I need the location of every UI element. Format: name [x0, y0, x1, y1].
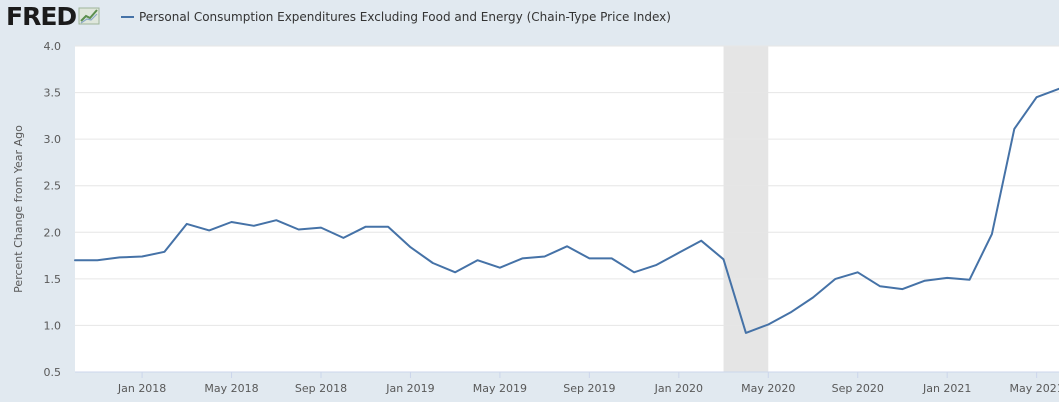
y-tick-label: 4.0 [44, 40, 62, 53]
x-tick-label: Sep 2018 [295, 382, 347, 395]
chart-header: FRED Personal Consumption Expenditures E… [0, 0, 1059, 34]
x-tick-label: Sep 2019 [563, 382, 615, 395]
line-chart-icon [78, 7, 100, 25]
y-tick-label: 3.5 [44, 87, 62, 100]
y-tick-label: 3.0 [44, 133, 62, 146]
x-tick-label: Jan 2021 [922, 382, 971, 395]
fred-logo[interactable]: FRED [6, 3, 100, 31]
legend-swatch [121, 16, 134, 18]
y-tick-label: 2.0 [44, 226, 62, 239]
chart-legend[interactable]: Personal Consumption Expenditures Exclud… [121, 9, 671, 25]
y-tick-label: 0.5 [44, 366, 62, 379]
x-tick-label: Jan 2018 [117, 382, 166, 395]
y-tick-label: 1.0 [44, 319, 62, 332]
x-tick-label: May 2020 [741, 382, 795, 395]
x-tick-label: May 2021 [1010, 382, 1059, 395]
x-tick-label: Jan 2020 [654, 382, 703, 395]
x-tick-label: Jan 2019 [385, 382, 434, 395]
x-tick-label: May 2019 [473, 382, 527, 395]
y-tick-label: 1.5 [44, 273, 62, 286]
plot-area [75, 46, 1059, 372]
fred-logo-text: FRED [6, 2, 77, 31]
recession-band [723, 46, 769, 372]
legend-label: Personal Consumption Expenditures Exclud… [139, 10, 671, 24]
x-tick-label: May 2018 [204, 382, 258, 395]
y-tick-label: 2.5 [44, 180, 62, 193]
series-line[interactable] [74, 87, 1059, 334]
x-tick-label: Sep 2020 [832, 382, 884, 395]
y-axis-title: Percent Change from Year Ago [12, 125, 25, 293]
